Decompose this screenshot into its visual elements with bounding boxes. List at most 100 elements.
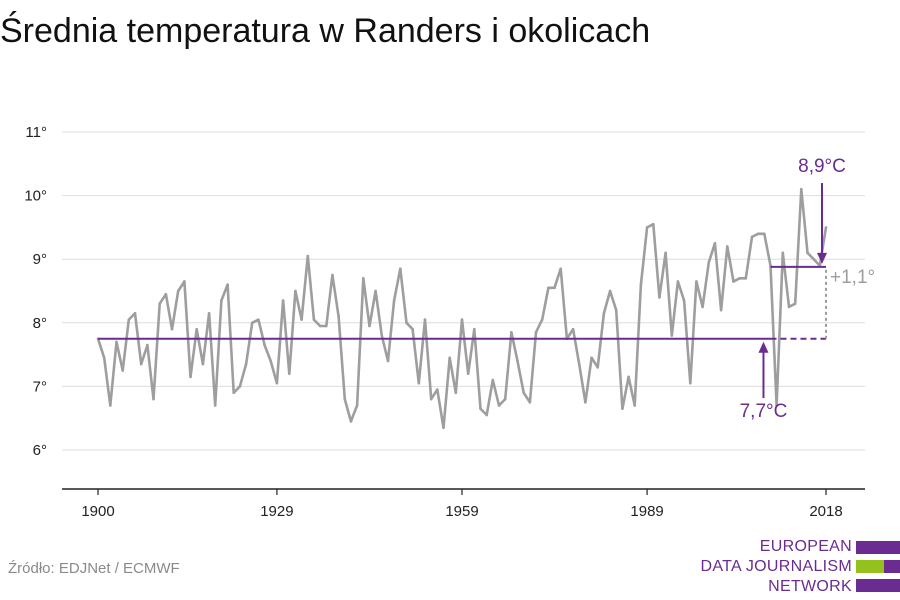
data-point-1922 <box>232 391 236 395</box>
data-point-2010 <box>775 404 778 407</box>
x-tick-label-1929: 1929 <box>260 503 293 520</box>
data-point-1974 <box>553 286 556 290</box>
data-point-1997 <box>695 280 698 283</box>
data-point-1913 <box>176 289 180 293</box>
data-point-2006 <box>750 235 754 239</box>
data-point-1921 <box>226 283 229 286</box>
data-point-1955 <box>436 388 439 391</box>
data-point-1932 <box>294 289 297 293</box>
data-point-1907 <box>139 362 143 366</box>
series-layer <box>96 187 828 430</box>
data-point-1959 <box>460 318 464 321</box>
data-point-1973 <box>547 286 550 290</box>
data-point-1946 <box>380 334 384 337</box>
data-point-1927 <box>263 343 266 347</box>
data-point-1915 <box>189 375 192 379</box>
data-point-2016 <box>812 257 815 261</box>
edjnet-logo: EUROPEAN DATA JOURNALISM NETWORK <box>700 533 900 599</box>
data-point-1912 <box>170 327 174 331</box>
data-point-1971 <box>534 331 538 334</box>
x-tick-label-1959: 1959 <box>445 503 478 520</box>
data-point-1975 <box>559 267 563 271</box>
data-point-1961 <box>473 327 476 331</box>
data-point-2008 <box>763 232 766 236</box>
data-point-2001 <box>719 308 723 312</box>
data-point-1948 <box>392 299 396 302</box>
y-tick-label-6: 6° <box>33 442 47 459</box>
data-point-1964 <box>491 378 495 382</box>
data-point-1994 <box>676 280 680 283</box>
data-point-1931 <box>287 372 291 375</box>
data-point-2002 <box>725 245 729 248</box>
y-tick-label-10: 10° <box>24 188 47 205</box>
logo-line-3: NETWORK <box>768 578 852 595</box>
data-point-1947 <box>386 359 390 363</box>
data-point-1930 <box>281 299 285 302</box>
data-point-1916 <box>195 327 199 331</box>
logo-bar-purple-top <box>856 541 900 554</box>
data-point-1957 <box>448 356 451 360</box>
data-point-1908 <box>146 343 149 347</box>
data-point-2012 <box>787 305 791 309</box>
data-point-1938 <box>331 273 334 277</box>
data-point-1909 <box>152 397 155 401</box>
source-note: Źródło: EDJNet / ECMWF <box>8 560 180 577</box>
data-point-1999 <box>707 261 711 264</box>
recent-arrow-head <box>817 252 827 264</box>
data-point-1966 <box>503 397 507 401</box>
logo-line-1: EUROPEAN <box>759 538 852 555</box>
data-point-1924 <box>244 362 248 366</box>
data-point-1949 <box>399 267 402 271</box>
data-point-1983 <box>608 289 612 293</box>
data-point-1953 <box>423 318 427 321</box>
data-point-1967 <box>510 331 513 334</box>
data-point-1979 <box>584 401 587 404</box>
data-point-2014 <box>800 187 803 191</box>
temperature-series-line <box>96 187 828 430</box>
data-point-2007 <box>756 232 760 236</box>
data-point-1943 <box>361 276 365 280</box>
data-point-1977 <box>571 327 575 331</box>
data-point-1951 <box>411 327 414 331</box>
data-point-1987 <box>633 404 637 407</box>
data-point-1992 <box>664 251 667 255</box>
data-point-1901 <box>102 356 106 360</box>
data-point-1989 <box>645 226 649 229</box>
baseline-label: 7,7°C <box>740 401 788 422</box>
data-point-1937 <box>324 324 328 328</box>
data-point-1918 <box>207 311 211 315</box>
data-point-1917 <box>201 362 205 366</box>
data-point-1945 <box>374 289 377 293</box>
data-point-1933 <box>300 318 303 321</box>
logo-bar-green <box>856 560 884 573</box>
axis-layer: 6° 7° 8° 9° 10° 11° 1900 1929 1959 1989 2018 <box>24 124 865 520</box>
data-point-1960 <box>466 372 470 375</box>
data-point-1906 <box>133 311 137 315</box>
data-point-1914 <box>183 280 186 283</box>
data-point-1984 <box>614 308 618 312</box>
data-point-1991 <box>658 296 661 299</box>
data-point-1990 <box>651 222 655 226</box>
data-point-1903 <box>115 340 118 344</box>
data-point-1928 <box>269 359 273 363</box>
baseline-arrow-head <box>758 341 769 353</box>
data-point-2005 <box>744 276 748 280</box>
data-point-1995 <box>682 299 686 302</box>
data-point-1910 <box>158 302 161 306</box>
data-point-1956 <box>442 426 445 430</box>
data-point-1963 <box>485 413 488 417</box>
chart-title: Średnia temperatura w Randers i okolicac… <box>0 12 651 50</box>
data-point-1944 <box>368 324 371 328</box>
data-point-2015 <box>806 251 809 255</box>
data-point-1988 <box>639 283 643 286</box>
x-tick-label-2018: 2018 <box>809 503 842 520</box>
data-point-1936 <box>318 324 322 328</box>
data-point-1950 <box>405 321 408 325</box>
data-point-1980 <box>590 356 593 360</box>
data-point-1986 <box>627 375 630 379</box>
data-point-1965 <box>497 404 501 407</box>
data-point-1942 <box>355 404 359 407</box>
data-point-1939 <box>337 315 340 318</box>
data-point-1934 <box>306 254 310 258</box>
